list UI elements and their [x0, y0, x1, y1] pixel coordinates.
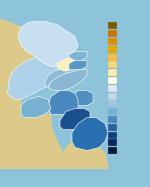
Polygon shape — [72, 117, 108, 151]
Polygon shape — [72, 91, 93, 105]
Bar — [108, 100, 117, 107]
Polygon shape — [21, 96, 51, 117]
Polygon shape — [8, 57, 60, 99]
Bar — [108, 140, 117, 146]
Bar — [108, 69, 117, 76]
Polygon shape — [69, 61, 87, 70]
Bar — [108, 124, 117, 131]
Bar — [108, 22, 117, 29]
Polygon shape — [48, 91, 78, 114]
Polygon shape — [0, 19, 36, 168]
Polygon shape — [69, 51, 87, 61]
Bar — [108, 147, 117, 154]
Polygon shape — [45, 70, 66, 88]
Bar — [108, 108, 117, 115]
Bar — [108, 132, 117, 139]
Bar — [108, 38, 117, 45]
Polygon shape — [60, 108, 90, 130]
Polygon shape — [48, 70, 87, 91]
Bar — [108, 30, 117, 37]
Bar — [108, 62, 117, 68]
Bar — [108, 77, 117, 84]
Bar — [108, 93, 117, 99]
Polygon shape — [0, 114, 63, 168]
Polygon shape — [57, 57, 75, 71]
Bar — [108, 54, 117, 61]
Polygon shape — [63, 142, 108, 168]
Bar — [108, 85, 117, 92]
Bar — [108, 116, 117, 123]
Bar — [108, 46, 117, 53]
Polygon shape — [18, 22, 78, 67]
